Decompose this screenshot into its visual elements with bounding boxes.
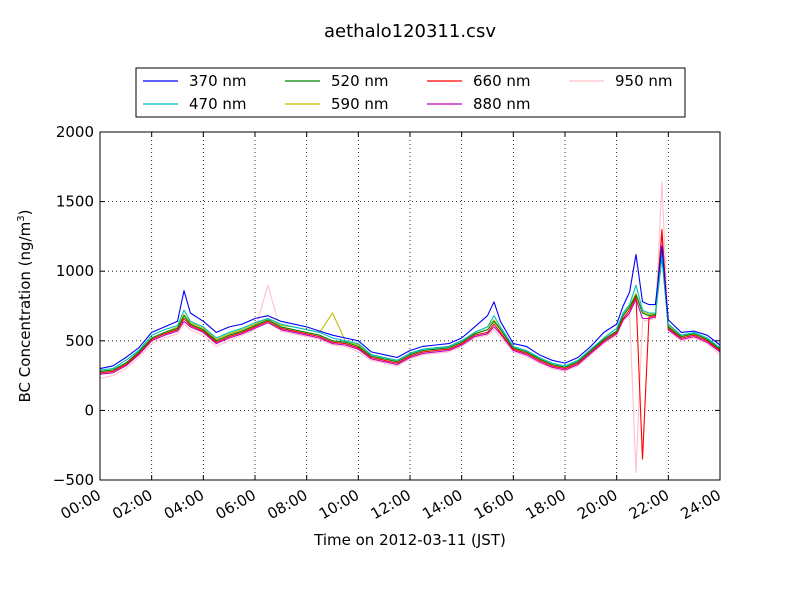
legend-label: 520 nm [331,72,389,90]
series-line [100,181,720,474]
y-tick-label: 500 [65,332,94,350]
x-axis-label: Time on 2012-03-11 (JST) [313,531,506,549]
series-line [100,253,720,371]
y-axis-label-sup: 3 [16,215,27,221]
legend-label: 590 nm [331,95,389,113]
legend: 370 nm 470 nm 520 nm 590 nm 660 nm 880 nm 950 … [135,67,686,118]
y-tick-label: 1000 [56,262,94,280]
series-line [100,256,720,372]
y-axis-label: BC Concentration (ng/m3) [16,210,34,403]
grid-lines [100,132,720,480]
chart-title: aethalo120311.csv [324,21,496,42]
series-line [100,245,720,370]
y-tick-label: −500 [53,471,94,489]
y-tick-label: 1500 [56,193,94,211]
y-axis-label-main: BC Concentration (ng/m [16,222,34,403]
plot-lines [100,181,720,474]
y-tick-label: 0 [84,401,94,419]
legend-box [135,67,686,118]
legend-label: 950 nm [615,72,673,90]
legend-label: 470 nm [189,95,247,113]
legend-label: 880 nm [473,95,531,113]
legend-label: 660 nm [473,72,531,90]
y-tick-label: 2000 [56,123,94,141]
legend-label: 370 nm [189,72,247,90]
y-axis-label-close: ) [16,210,34,216]
